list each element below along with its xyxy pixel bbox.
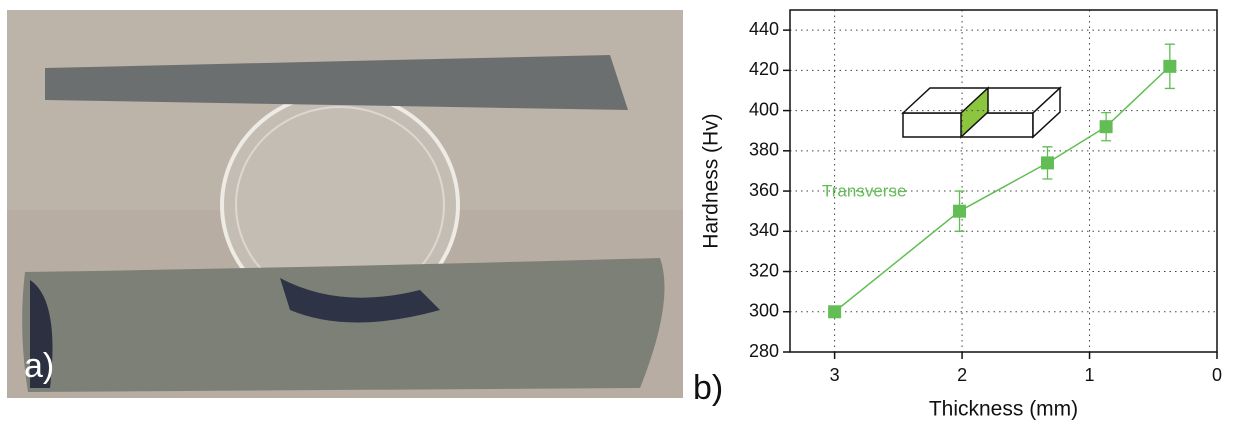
data-point [1099,120,1113,134]
strip-reflection [280,278,440,323]
y-tick-label: 380 [749,140,779,160]
metal-strip-top [45,55,628,110]
y-tick-label: 340 [749,220,779,240]
x-tick-label: 3 [830,365,840,385]
y-tick-label: 320 [749,260,779,280]
inset-block [901,86,1062,139]
x-tick-label: 0 [1212,365,1222,385]
y-tick-label: 440 [749,19,779,39]
photo: a) [7,10,683,398]
strip-reflection [30,280,53,388]
y-tick-label: 400 [749,99,779,119]
y-tick-label: 300 [749,301,779,321]
y-tick-label: 360 [749,180,779,200]
data-point [953,204,967,218]
metal-strip-bottom [22,258,665,392]
x-tick-label: 2 [957,365,967,385]
data-point [1163,59,1177,73]
y-axis-label: Hardness (Hv) [700,113,723,248]
plot [901,86,1062,139]
y-tick-label: 280 [749,341,779,361]
panel-label: a) [24,347,54,385]
panel-label: b) [693,369,723,407]
annotation: Transverse [822,181,906,200]
x-tick-label: 1 [1085,365,1095,385]
x-axis-label: Thickness (mm) [929,398,1078,421]
data-point [1040,156,1054,170]
data-point [828,305,842,319]
plot-frame [789,9,1218,353]
y-tick-label: 420 [749,59,779,79]
